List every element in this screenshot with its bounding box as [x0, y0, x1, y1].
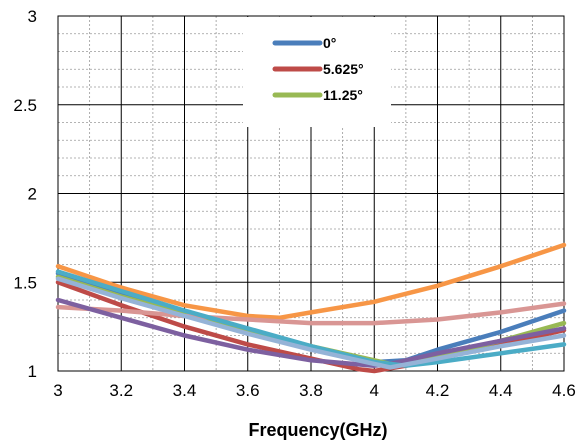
legend-label: 11.25° [323, 87, 363, 103]
series-line-4 [55, 242, 567, 321]
legend-label: 5.625° [323, 61, 364, 77]
y-tick-label: 1.5 [13, 273, 37, 292]
legend-box [243, 17, 391, 127]
x-tick-label: 3.4 [173, 381, 197, 400]
x-tick-label: 3.2 [109, 381, 133, 400]
y-tick-label: 2 [28, 185, 37, 204]
series-layer [55, 242, 567, 374]
x-tick-label: 4.2 [426, 381, 450, 400]
y-tick-label: 3 [28, 7, 37, 26]
x-tick-label: 3.8 [299, 381, 323, 400]
y-tick-labels: 1 1.5 2 2.5 3 [13, 7, 37, 381]
x-tick-label: 3 [53, 381, 62, 400]
x-axis-title: Frequency(GHz) [248, 420, 387, 440]
series-line-8 [55, 276, 567, 370]
plot-border [57, 15, 565, 372]
y-tick-label: 1 [28, 362, 37, 381]
series-line-6 [55, 297, 567, 368]
series-line-7 [55, 269, 567, 368]
x-tick-label: 3.6 [236, 381, 260, 400]
x-tick-label: 4.6 [552, 381, 576, 400]
series-line-5 [55, 301, 567, 326]
x-tick-labels: 3 3.2 3.4 3.6 3.8 4 4.2 4.4 4.6 [53, 381, 576, 400]
x-tick-label: 4 [370, 381, 379, 400]
x-tick-label: 4.4 [489, 381, 513, 400]
y-tick-label: 2.5 [13, 96, 37, 115]
legend-label: 0° [323, 35, 336, 51]
legend: 0° 5.625° 11.25° [243, 17, 391, 127]
